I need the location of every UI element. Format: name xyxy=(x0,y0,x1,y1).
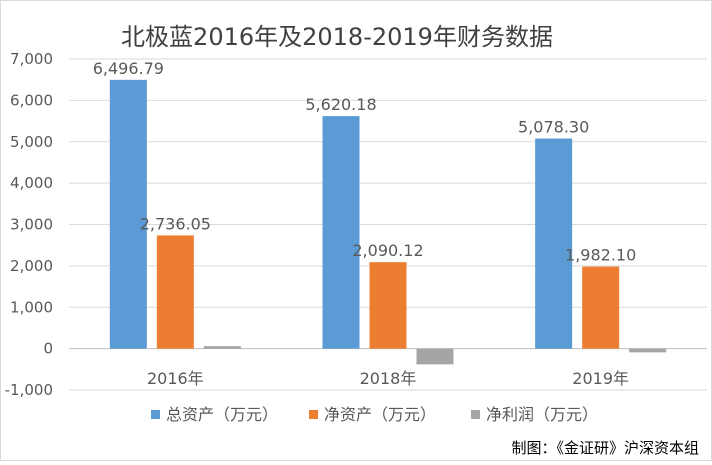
x-tick-label: 2019年 xyxy=(572,369,629,388)
legend-label: 净利润（万元） xyxy=(486,405,598,424)
data-label: 6,496.79 xyxy=(93,59,164,78)
chart-title: 北极蓝2016年及2018-2019年财务数据 xyxy=(121,23,553,51)
bar-net-profit xyxy=(416,348,454,365)
legend-swatch xyxy=(309,410,318,419)
data-labels: 6,496.79 5,620.18 5,078.30 2,736.05 2,090.12… xyxy=(93,59,637,265)
bar-total-assets xyxy=(322,116,360,349)
data-label: 5,078.30 xyxy=(518,118,589,137)
y-tick-label: 1,000 xyxy=(10,298,53,316)
y-tick-label: 0 xyxy=(43,340,53,358)
legend-swatch xyxy=(471,410,480,419)
y-tick-label: 6,000 xyxy=(10,91,53,109)
credit-text: 制图：《金证研》沪深资本组 xyxy=(511,439,699,457)
bar-net-assets xyxy=(582,266,620,349)
y-tick-label: 7,000 xyxy=(10,50,53,68)
data-label: 2,090.12 xyxy=(352,241,423,260)
y-tick-label: 5,000 xyxy=(10,133,53,151)
data-label: 2,736.05 xyxy=(140,214,211,233)
data-label: 1,982.10 xyxy=(565,246,636,265)
bar-total-assets xyxy=(109,79,147,349)
y-tick-label: 2,000 xyxy=(10,257,53,275)
x-tick-label: 2016年 xyxy=(147,369,204,388)
y-axis: -1,000 0 1,000 2,000 3,000 4,000 5,000 6,000 7,0… xyxy=(5,50,53,399)
legend-label: 净资产（万元） xyxy=(324,405,436,424)
bar-net-assets xyxy=(156,235,194,349)
bar-total-assets xyxy=(535,138,573,349)
data-label: 5,620.18 xyxy=(305,95,376,114)
legend-swatch xyxy=(151,410,160,419)
bar-net-profit xyxy=(203,346,241,349)
y-tick-label: 3,000 xyxy=(10,216,53,234)
bar-series xyxy=(109,79,667,365)
legend: 总资产（万元） 净资产（万元） 净利润（万元） xyxy=(151,405,598,424)
bar-net-assets xyxy=(369,262,407,349)
x-tick-label: 2018年 xyxy=(360,369,417,388)
x-axis: 2016年 2018年 2019年 xyxy=(147,369,629,388)
y-tick-label: -1,000 xyxy=(5,381,53,399)
y-tick-label: 4,000 xyxy=(10,174,53,192)
bar-net-profit xyxy=(629,348,667,353)
legend-label: 总资产（万元） xyxy=(166,405,278,424)
